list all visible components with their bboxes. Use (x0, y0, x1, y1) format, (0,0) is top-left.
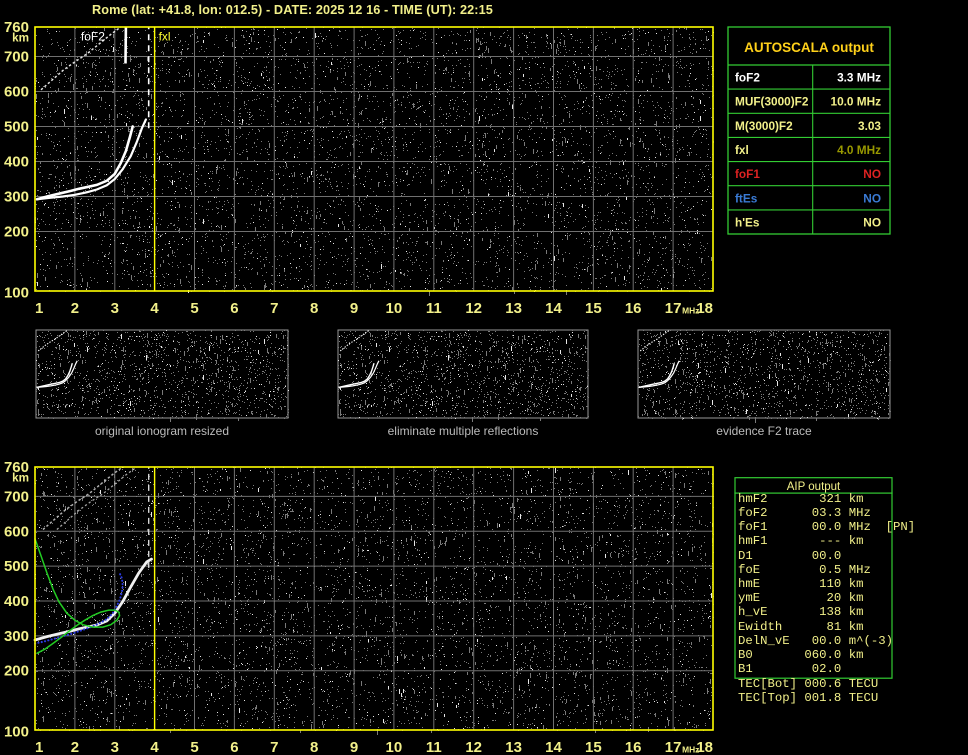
svg-text:fxl: fxl (735, 143, 749, 157)
svg-text:3.3 MHz: 3.3 MHz (837, 71, 881, 85)
svg-text:AUTOSCALA output: AUTOSCALA output (744, 40, 874, 55)
svg-text:NO: NO (863, 215, 881, 229)
svg-text:4.0 MHz: 4.0 MHz (837, 143, 881, 157)
svg-text:ftEs: ftEs (735, 191, 758, 205)
svg-text:NO: NO (863, 167, 881, 181)
svg-text:M(3000)F2: M(3000)F2 (735, 119, 793, 133)
svg-text:10.0 MHz: 10.0 MHz (831, 95, 882, 109)
svg-text:foF1: foF1 (735, 167, 760, 181)
svg-text:NO: NO (863, 191, 881, 205)
svg-text:h'Es: h'Es (735, 215, 760, 229)
svg-text:3.03: 3.03 (858, 119, 881, 133)
svg-text:foF2: foF2 (735, 71, 760, 85)
svg-text:MUF(3000)F2: MUF(3000)F2 (735, 95, 809, 109)
